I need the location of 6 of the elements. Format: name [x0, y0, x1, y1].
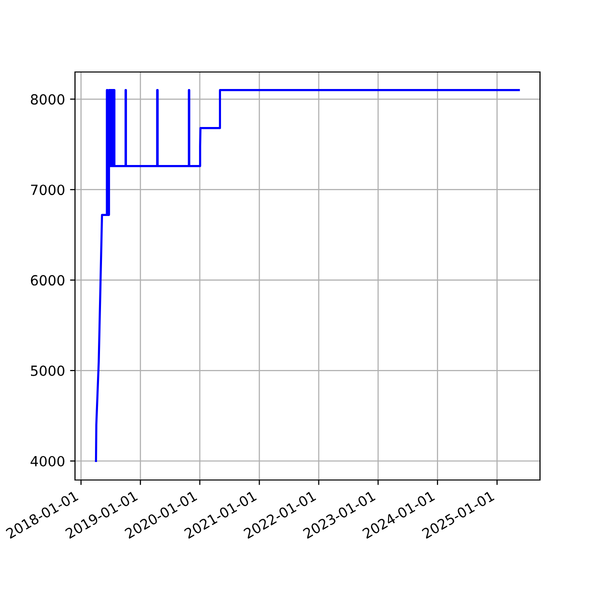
y-tick-label: 5000 — [31, 366, 64, 376]
y-tick-label: 4000 — [30, 456, 64, 466]
y-tick-label: 6000 — [30, 275, 64, 286]
y-tick-label: 7000 — [31, 184, 64, 196]
y-tick-label: 8000 — [30, 94, 64, 105]
line-series — [94, 89, 520, 462]
